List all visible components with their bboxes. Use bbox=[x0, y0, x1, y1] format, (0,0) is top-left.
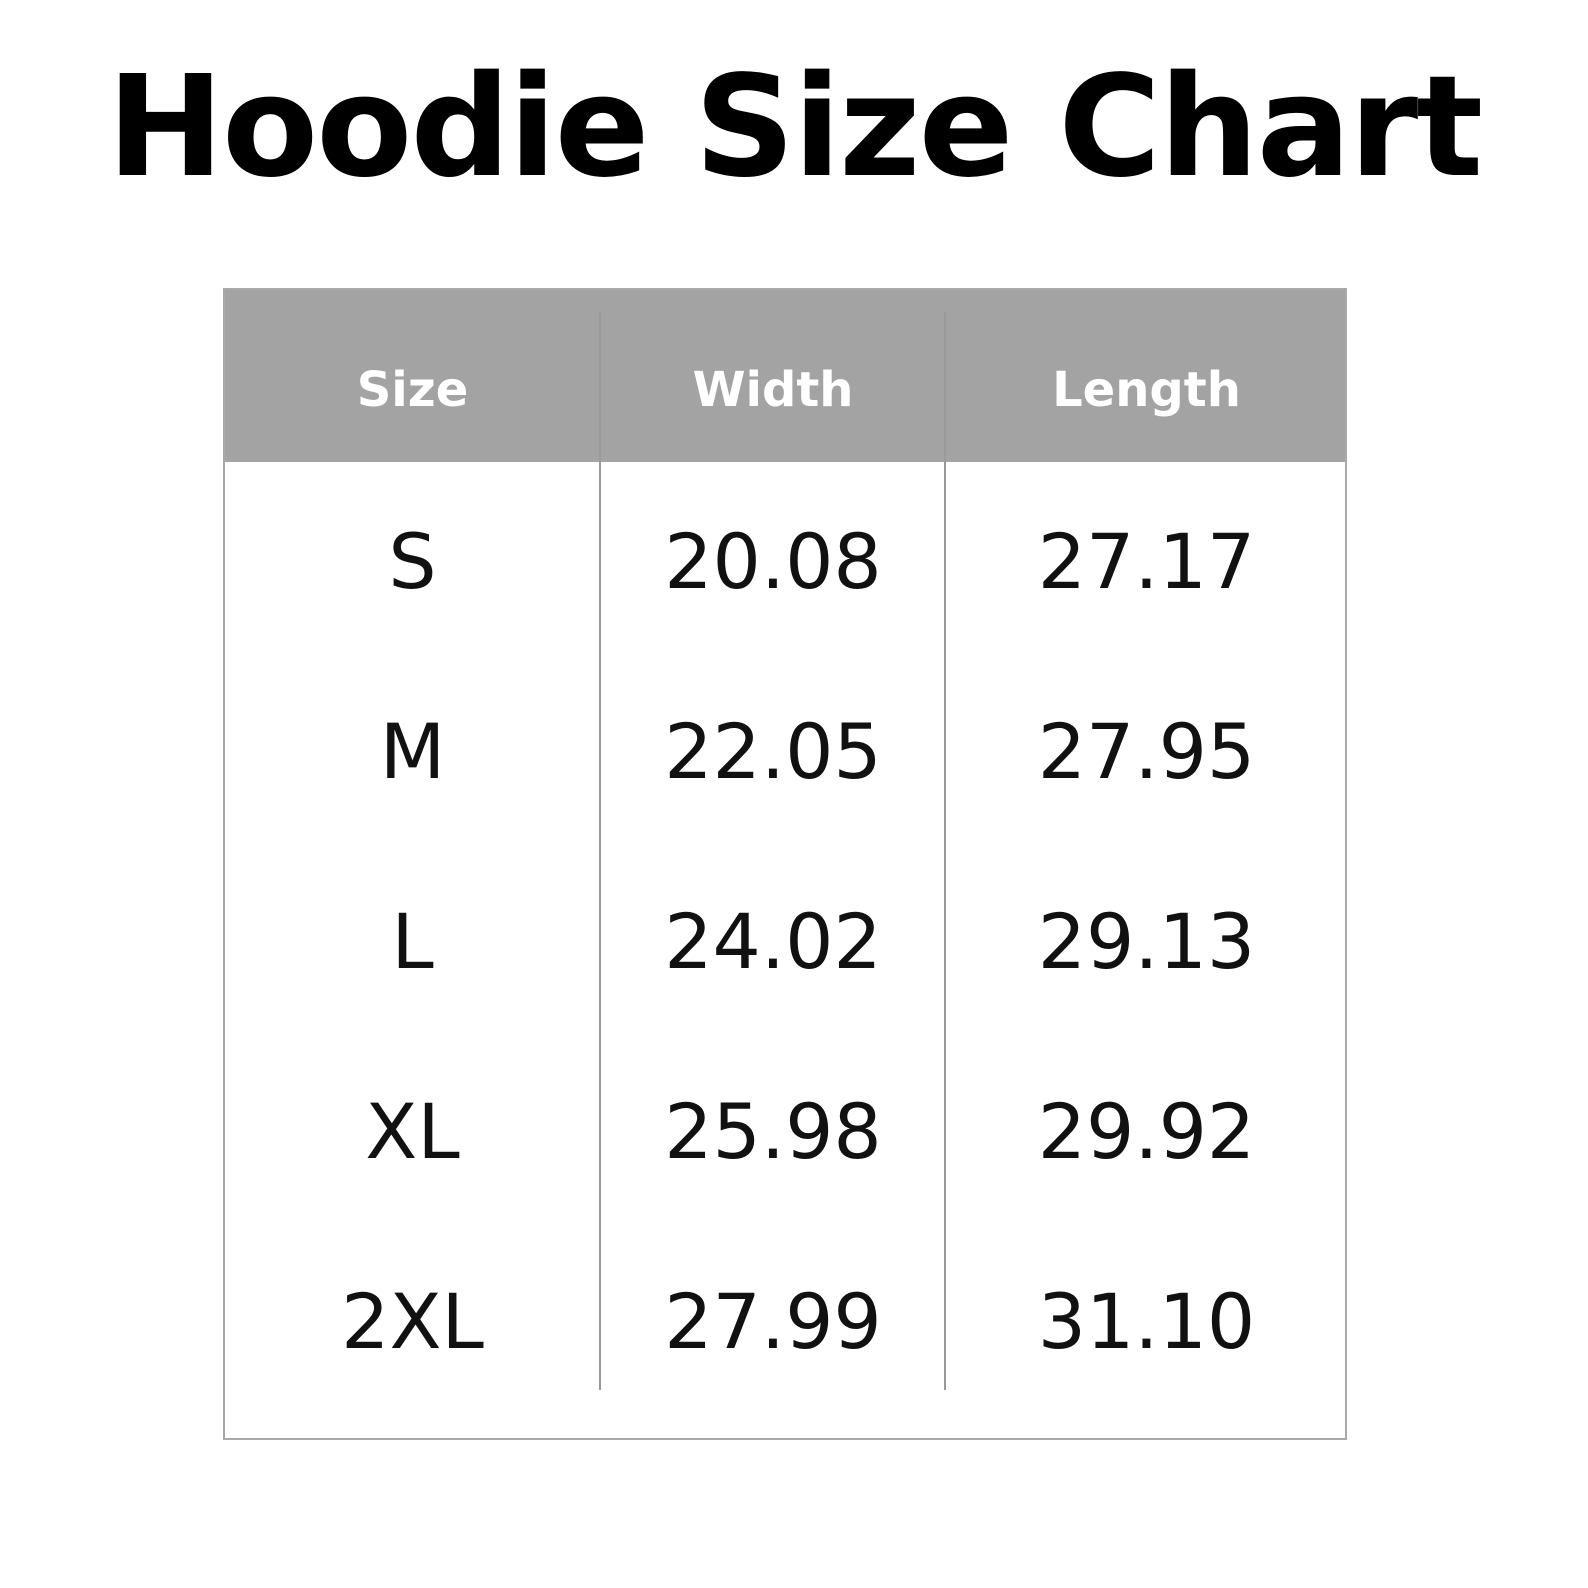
column-header-length: Length bbox=[1052, 362, 1241, 418]
size-cell: XL bbox=[365, 1087, 460, 1176]
length-cell: 27.95 bbox=[1037, 707, 1256, 796]
length-cell: 27.17 bbox=[1037, 517, 1256, 606]
size-table: Size Width Length S 20.08 27.17 M 22.05 … bbox=[223, 288, 1347, 1440]
width-cell: 27.99 bbox=[664, 1277, 882, 1366]
width-cell: 25.98 bbox=[664, 1087, 882, 1176]
table-row: L 24.02 29.13 bbox=[225, 847, 1345, 1037]
width-cell: 22.05 bbox=[664, 707, 882, 796]
table-row: XL 25.98 29.92 bbox=[225, 1037, 1345, 1227]
width-cell: 24.02 bbox=[664, 897, 882, 986]
size-cell: M bbox=[379, 707, 446, 796]
size-cell: L bbox=[391, 897, 434, 986]
width-cell: 20.08 bbox=[664, 517, 882, 606]
table-row: 2XL 27.99 31.10 bbox=[225, 1227, 1345, 1417]
size-cell: S bbox=[388, 517, 437, 606]
length-cell: 31.10 bbox=[1037, 1277, 1256, 1366]
page-title: Hoodie Size Chart bbox=[106, 46, 1483, 209]
table-row: S 20.08 27.17 bbox=[225, 467, 1345, 657]
length-cell: 29.92 bbox=[1037, 1087, 1256, 1176]
length-cell: 29.13 bbox=[1037, 897, 1256, 986]
column-divider bbox=[944, 312, 946, 1390]
column-divider bbox=[599, 312, 601, 1390]
table-row: M 22.05 27.95 bbox=[225, 657, 1345, 847]
table-header-row: Size Width Length bbox=[225, 290, 1345, 462]
column-header-size: Size bbox=[356, 362, 469, 418]
column-header-width: Width bbox=[692, 362, 854, 418]
size-cell: 2XL bbox=[341, 1277, 484, 1366]
